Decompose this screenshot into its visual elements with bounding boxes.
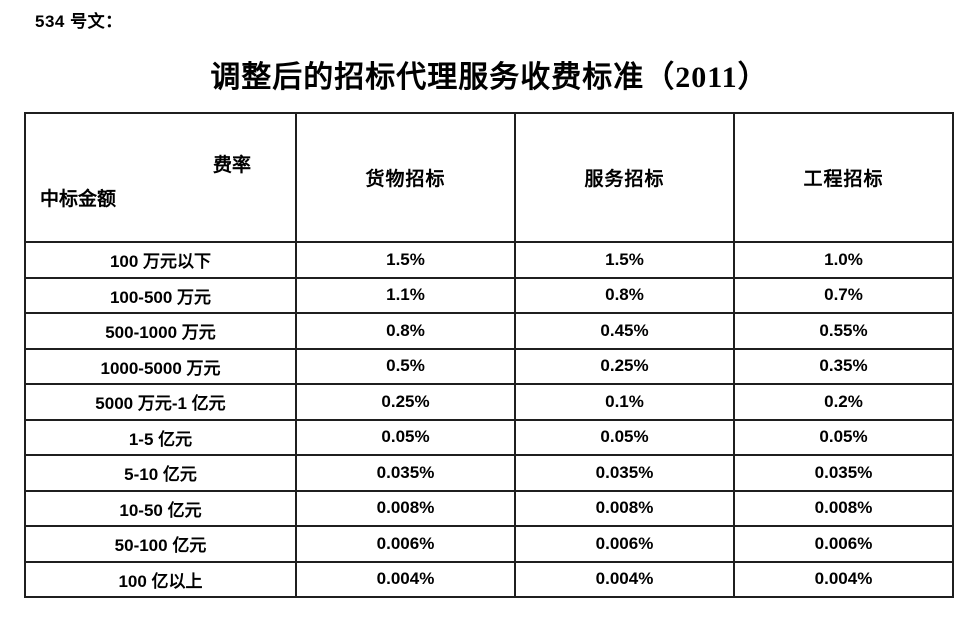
amount-cell: 1000-5000 万元 [24, 347, 297, 385]
rate-cell: 0.008% [514, 489, 735, 527]
rate-cell: 0.7% [733, 276, 954, 314]
table-row: 1-5 亿元 0.05% 0.05% 0.05% [24, 418, 954, 456]
column-header-goods: 货物招标 [295, 112, 516, 243]
rate-cell: 0.006% [295, 525, 516, 563]
rate-cell: 1.0% [733, 241, 954, 279]
table-row: 5000 万元-1 亿元 0.25% 0.1% 0.2% [24, 383, 954, 421]
amount-cell: 5-10 亿元 [24, 454, 297, 492]
rate-cell: 0.45% [514, 312, 735, 350]
column-header-engineering: 工程招标 [733, 112, 954, 243]
amount-axis-label: 中标金额 [40, 189, 117, 210]
rate-cell: 0.05% [514, 418, 735, 456]
rate-cell: 0.008% [733, 489, 954, 527]
amount-cell: 10-50 亿元 [24, 489, 297, 527]
rate-cell: 0.004% [295, 560, 516, 598]
rate-cell: 0.004% [733, 560, 954, 598]
rate-cell: 0.05% [733, 418, 954, 456]
rate-axis-label: 费率 [212, 155, 251, 176]
table-row: 50-100 亿元 0.006% 0.006% 0.006% [24, 525, 954, 563]
rate-cell: 0.035% [295, 454, 516, 492]
rate-cell: 0.35% [733, 347, 954, 385]
amount-cell: 1-5 亿元 [24, 418, 297, 456]
rate-cell: 0.5% [295, 347, 516, 385]
table-row: 500-1000 万元 0.8% 0.45% 0.55% [24, 312, 954, 350]
rate-cell: 0.035% [733, 454, 954, 492]
amount-cell: 100 万元以下 [24, 241, 297, 279]
fee-table: 费率 中标金额 货物招标 服务招标 工程招标 100 万元以下 1.5% 1.5% 1… [24, 112, 954, 598]
rate-cell: 0.004% [514, 560, 735, 598]
rate-cell: 0.1% [514, 383, 735, 421]
rate-cell: 0.8% [295, 312, 516, 350]
rate-cell: 1.5% [295, 241, 516, 279]
table-row: 10-50 亿元 0.008% 0.008% 0.008% [24, 489, 954, 527]
page-title: 调整后的招标代理服务收费标准（2011） [210, 61, 769, 94]
rate-cell: 0.25% [514, 347, 735, 385]
rate-cell: 0.25% [295, 383, 516, 421]
amount-cell: 500-1000 万元 [24, 312, 297, 350]
amount-cell: 100-500 万元 [24, 276, 297, 314]
rate-cell: 0.006% [733, 525, 954, 563]
column-header-services: 服务招标 [514, 112, 735, 243]
corner-cell: 费率 中标金额 [24, 112, 297, 243]
table-row: 100-500 万元 1.1% 0.8% 0.7% [24, 276, 954, 314]
rate-cell: 0.008% [295, 489, 516, 527]
rate-cell: 1.1% [295, 276, 516, 314]
rate-cell: 1.5% [514, 241, 735, 279]
doc-number-label: 534 号文： [35, 12, 123, 31]
rate-cell: 0.006% [514, 525, 735, 563]
table-row: 1000-5000 万元 0.5% 0.25% 0.35% [24, 347, 954, 385]
amount-cell: 100 亿以上 [24, 560, 297, 598]
fee-table-body: 100 万元以下 1.5% 1.5% 1.0% 100-500 万元 1.1% 0.8% 0.… [24, 241, 954, 598]
rate-cell: 0.05% [295, 418, 516, 456]
rate-cell: 0.2% [733, 383, 954, 421]
header-row: 费率 中标金额 货物招标 服务招标 工程招标 [24, 112, 954, 243]
amount-cell: 50-100 亿元 [24, 525, 297, 563]
table-row: 100 亿以上 0.004% 0.004% 0.004% [24, 560, 954, 598]
table-row: 5-10 亿元 0.035% 0.035% 0.035% [24, 454, 954, 492]
rate-cell: 0.8% [514, 276, 735, 314]
rate-cell: 0.55% [733, 312, 954, 350]
rate-cell: 0.035% [514, 454, 735, 492]
amount-cell: 5000 万元-1 亿元 [24, 383, 297, 421]
table-row: 100 万元以下 1.5% 1.5% 1.0% [24, 241, 954, 279]
